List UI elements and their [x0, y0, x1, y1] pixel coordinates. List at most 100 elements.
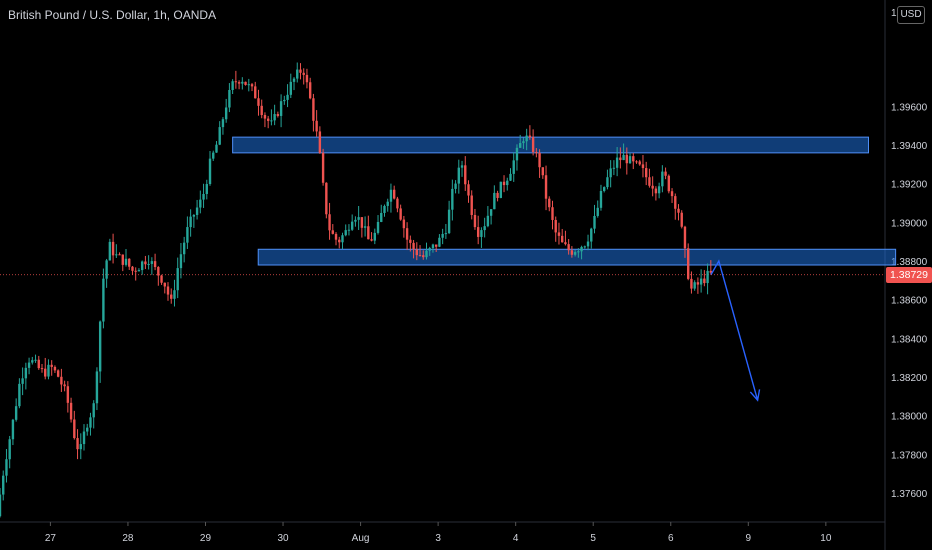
candle-body — [89, 417, 92, 428]
candle-body — [212, 152, 215, 159]
candle-body — [460, 165, 464, 168]
candle-body — [602, 187, 606, 191]
candle-body — [40, 368, 44, 370]
candle-body — [318, 131, 322, 153]
y-tick-label: 1.39000 — [891, 218, 928, 229]
candle-body — [577, 251, 580, 253]
x-tick-label: 28 — [122, 533, 134, 544]
candle-body — [31, 360, 34, 363]
candle-body — [690, 278, 693, 289]
candle-body — [241, 81, 244, 84]
x-tick-label: 30 — [277, 533, 289, 544]
y-tick-label: 1.39200 — [891, 180, 928, 191]
candle-body — [302, 72, 305, 75]
candle-body — [215, 144, 218, 153]
candle-body — [189, 216, 192, 228]
candle-body — [583, 246, 587, 248]
candle-body — [263, 115, 267, 119]
chart-title: British Pound / U.S. Dollar, 1h, OANDA — [8, 8, 217, 22]
candle-body — [128, 258, 131, 267]
candle-body — [557, 232, 561, 236]
x-tick-label: 4 — [513, 533, 519, 544]
candle-body — [286, 94, 289, 100]
candle-body — [564, 242, 567, 245]
candle-body — [11, 419, 15, 440]
candle-body — [625, 154, 629, 164]
candle-body — [447, 209, 451, 234]
candle-body — [131, 266, 134, 271]
candle-body — [244, 81, 247, 85]
candle-body — [166, 286, 170, 295]
candle-body — [354, 219, 357, 222]
candle-body — [357, 217, 360, 220]
candle-body — [134, 270, 137, 272]
candle-body — [422, 255, 425, 258]
candle-body — [147, 263, 150, 265]
candle-body — [108, 241, 112, 261]
x-tick-label: 10 — [820, 533, 832, 544]
candle-body — [95, 371, 99, 404]
candle-body — [283, 99, 286, 102]
currency-badge[interactable]: USD — [897, 6, 925, 24]
candle-body — [360, 217, 364, 228]
candle-body — [480, 230, 483, 237]
candle-body — [260, 105, 263, 116]
candle-body — [289, 81, 292, 95]
candle-body — [693, 282, 696, 289]
candle-body — [654, 188, 658, 194]
candle-body — [98, 321, 102, 372]
candle-body — [182, 242, 186, 255]
candle-body — [50, 364, 53, 367]
candle-body — [228, 90, 231, 108]
candle-body — [8, 439, 11, 460]
candle-body — [270, 120, 273, 122]
candle-body — [86, 427, 89, 432]
candle-body — [590, 228, 593, 242]
candle-body — [457, 167, 461, 184]
candle-body — [535, 151, 538, 153]
candle-body — [496, 192, 499, 198]
candle-body — [367, 226, 370, 240]
candle-body — [144, 261, 147, 265]
y-tick-label: 1.39400 — [891, 141, 928, 152]
candle-body — [73, 419, 76, 439]
candle-body — [47, 364, 50, 377]
candle-body — [273, 114, 276, 121]
candle-body — [321, 152, 325, 183]
candle-body — [344, 230, 347, 236]
y-tick-label: 1.38400 — [891, 334, 928, 345]
zone-rectangle-2 — [257, 248, 897, 266]
candle-body — [296, 69, 299, 79]
candle-body — [199, 199, 202, 208]
candle-body — [502, 181, 506, 186]
candle-body — [518, 143, 522, 148]
candle-body — [111, 241, 115, 256]
candle-body — [315, 120, 318, 132]
y-tick-label: 1.38600 — [891, 296, 928, 307]
candle-body — [350, 221, 354, 230]
candle-body — [247, 84, 250, 86]
candle-body — [82, 431, 86, 445]
candle-body — [150, 261, 154, 264]
candle-body — [121, 254, 124, 265]
candle-body — [21, 378, 24, 384]
candle-body — [118, 254, 121, 256]
candle-body — [544, 175, 548, 199]
candle-body — [305, 74, 309, 83]
candle-body — [573, 252, 577, 255]
candle-body — [5, 459, 8, 476]
candle-body — [173, 290, 176, 299]
x-tick-label: 29 — [200, 533, 212, 544]
candle-body — [208, 158, 212, 185]
candle-body — [27, 362, 31, 368]
candle-body — [66, 386, 70, 403]
x-tick-label: 27 — [45, 533, 57, 544]
candle-body — [140, 261, 144, 271]
candle-body — [221, 119, 225, 128]
candle-body — [687, 248, 690, 279]
candle-body — [308, 82, 312, 99]
candle-body — [370, 239, 373, 241]
candle-body — [231, 81, 234, 91]
candle-body — [386, 201, 389, 206]
